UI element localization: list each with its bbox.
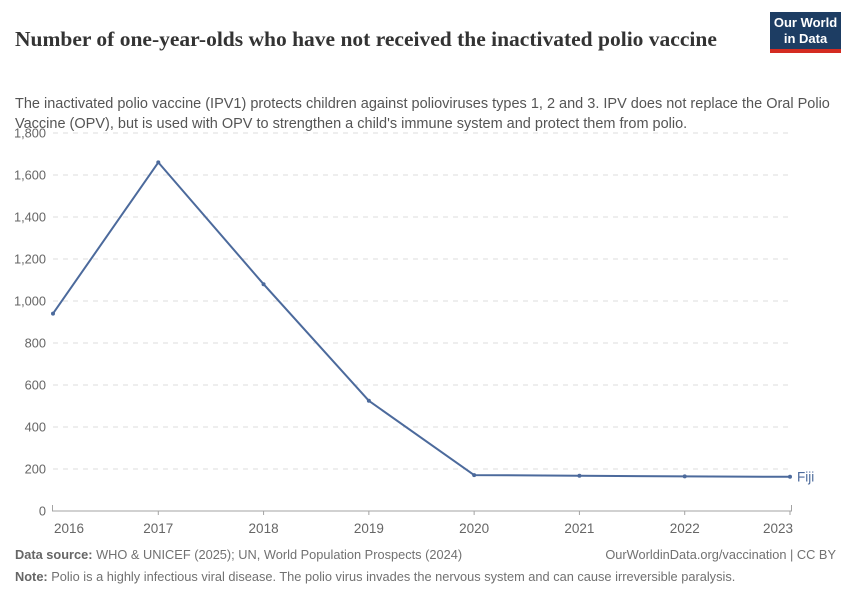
- note-label: Note:: [15, 568, 48, 584]
- x-tick-label: 2020: [459, 521, 489, 536]
- data-source-text: Data source: WHO & UNICEF (2025); UN, Wo…: [15, 547, 463, 562]
- page-subtitle: The inactivated polio vaccine (IPV1) pro…: [15, 95, 830, 133]
- data-point-marker: [577, 473, 582, 478]
- data-point-marker: [51, 311, 55, 316]
- y-tick-label: 1,400: [14, 210, 46, 225]
- y-tick-label: 1,600: [14, 168, 46, 183]
- page-title: Number of one-year-olds who have not rec…: [15, 27, 717, 52]
- footer-row-note: Note: Polio is a highly infectious viral…: [15, 566, 836, 588]
- data-point-marker: [261, 282, 266, 287]
- license-link[interactable]: OurWorldinData.org/vaccination | CC BY: [605, 547, 836, 562]
- x-tick-label: 2016: [54, 521, 84, 536]
- fiji-line: [52, 161, 791, 478]
- y-tick-label: 1,000: [14, 294, 46, 309]
- x-tick-label: 2017: [143, 521, 173, 536]
- data-source-label: Data source:: [15, 547, 93, 562]
- y-tick-label: 600: [25, 378, 46, 393]
- data-point-marker: [472, 473, 477, 478]
- y-tick-label: 200: [25, 462, 46, 477]
- owid-logo: Our World in Data: [770, 12, 841, 53]
- owid-logo-red-bar: [770, 49, 841, 53]
- x-tick-label: 2021: [564, 521, 594, 536]
- data-point-marker: [156, 160, 161, 165]
- owid-logo-line2: in Data: [783, 31, 828, 46]
- x-tick-label: 2022: [670, 521, 700, 536]
- note-text: Polio is a highly infectious viral disea…: [47, 568, 736, 584]
- y-tick-label: 400: [25, 420, 46, 435]
- y-tick-label: 0: [39, 504, 46, 519]
- entity-label-fiji: Fiji: [797, 469, 814, 484]
- y-tick-label: 1,200: [14, 252, 46, 267]
- y-tick-label: 800: [25, 336, 46, 351]
- data-point-marker: [366, 398, 371, 403]
- data-point-marker: [682, 474, 687, 479]
- y-tick-label: 1,800: [14, 126, 46, 141]
- owid-logo-line1: Our World: [773, 15, 838, 30]
- footer-row-datasource: Data source: WHO & UNICEF (2025); UN, Wo…: [15, 544, 836, 566]
- x-tick-label: 2019: [354, 521, 384, 536]
- data-point-marker: [788, 474, 792, 479]
- x-tick-label: 2018: [249, 521, 279, 536]
- line-chart[interactable]: 0 200 400 600 800 1,000 1,200 1,400 1,600 1,800 20…: [0, 0, 850, 540]
- x-tick-label: 2023: [763, 521, 793, 536]
- chart-footer: Data source: WHO & UNICEF (2025); UN, Wo…: [15, 544, 836, 587]
